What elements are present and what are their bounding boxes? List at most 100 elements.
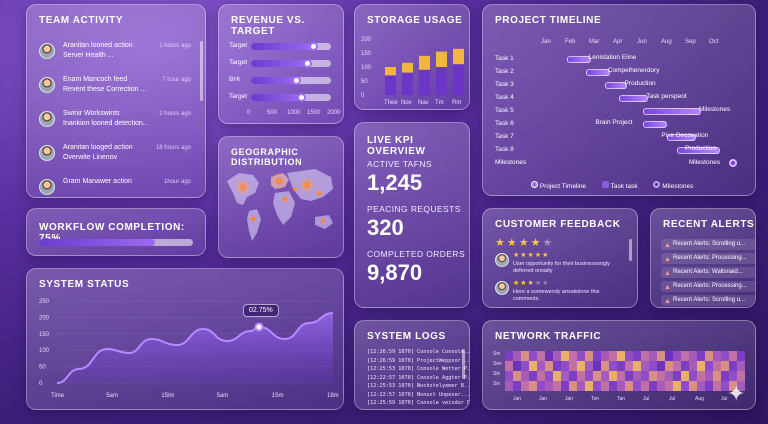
task-bar[interactable] [619, 95, 649, 102]
heatmap-cell[interactable] [673, 381, 681, 391]
heatmap-cell[interactable] [609, 381, 617, 391]
heatmap-cell[interactable] [585, 351, 593, 361]
heatmap-cell[interactable] [505, 351, 513, 361]
heatmap-cell[interactable] [529, 381, 537, 391]
heatmap-cell[interactable] [673, 351, 681, 361]
heatmap-cell[interactable] [641, 361, 649, 371]
heatmap-cell[interactable] [657, 351, 665, 361]
heatmap-cell[interactable] [593, 371, 601, 381]
heatmap-cell[interactable] [617, 361, 625, 371]
feedback-scrollbar[interactable] [629, 239, 632, 261]
heatmap-cell[interactable] [513, 351, 521, 361]
alert-row[interactable]: ▲ Recent Alerts: Scrolling u... [661, 295, 755, 306]
heatmap-cell[interactable] [665, 361, 673, 371]
heatmap-cell[interactable] [649, 361, 657, 371]
heatmap-cell[interactable] [641, 351, 649, 361]
heatmap-cell[interactable] [649, 371, 657, 381]
heatmap-cell[interactable] [553, 371, 561, 381]
heatmap-cell[interactable] [545, 351, 553, 361]
heatmap-cell[interactable] [577, 361, 585, 371]
heatmap-cell[interactable] [665, 351, 673, 361]
heatmap-cell[interactable] [585, 381, 593, 391]
heatmap-cell[interactable] [633, 371, 641, 381]
heatmap-cell[interactable] [609, 371, 617, 381]
activity-item[interactable]: Swinir Workswints Inankion looned detecti… [37, 107, 197, 135]
heatmap-cell[interactable] [705, 351, 713, 361]
activity-item[interactable]: Gram Manawer action 1hour ago [37, 175, 197, 197]
heatmap-cell[interactable] [633, 351, 641, 361]
revenue-bar-knob[interactable] [297, 93, 307, 102]
heatmap-cell[interactable] [545, 361, 553, 371]
heatmap-cell[interactable] [569, 381, 577, 391]
heatmap-cell[interactable] [665, 371, 673, 381]
heatmap-cell[interactable] [529, 371, 537, 381]
task-bar[interactable] [605, 82, 627, 89]
heatmap-cell[interactable] [705, 361, 713, 371]
heatmap-cell[interactable] [553, 381, 561, 391]
heatmap-cell[interactable] [537, 381, 545, 391]
heatmap-cell[interactable] [721, 351, 729, 361]
heatmap-cell[interactable] [609, 351, 617, 361]
heatmap-cell[interactable] [569, 361, 577, 371]
heatmap-cell[interactable] [593, 361, 601, 371]
heatmap-cell[interactable] [649, 381, 657, 391]
revenue-bar-knob[interactable] [292, 76, 301, 85]
heatmap-cell[interactable] [585, 361, 593, 371]
revenue-bar-knob[interactable] [309, 42, 319, 51]
heatmap-cell[interactable] [617, 351, 625, 361]
heatmap-cell[interactable] [577, 351, 585, 361]
heatmap-cell[interactable] [649, 351, 657, 361]
heatmap-cell[interactable] [521, 351, 529, 361]
activity-item[interactable]: Aranitan looged action Overwite Linenov 18… [37, 141, 197, 169]
heatmap-cell[interactable] [713, 361, 721, 371]
heatmap-cell[interactable] [561, 361, 569, 371]
heatmap-cell[interactable] [673, 361, 681, 371]
heatmap-cell[interactable] [697, 361, 705, 371]
heatmap-cell[interactable] [633, 361, 641, 371]
heatmap-cell[interactable] [617, 381, 625, 391]
heatmap-cell[interactable] [641, 381, 649, 391]
heatmap-cell[interactable] [729, 361, 737, 371]
heatmap-cell[interactable] [697, 371, 705, 381]
heatmap-cell[interactable] [713, 351, 721, 361]
task-bar[interactable] [643, 121, 668, 128]
heatmap-cell[interactable] [561, 371, 569, 381]
heatmap-cell[interactable] [553, 351, 561, 361]
heatmap-cell[interactable] [657, 381, 665, 391]
heatmap-cell[interactable] [689, 381, 697, 391]
heatmap-cell[interactable] [601, 371, 609, 381]
heatmap-cell[interactable] [593, 381, 601, 391]
heatmap-cell[interactable] [545, 381, 553, 391]
heatmap-cell[interactable] [553, 361, 561, 371]
heatmap-cell[interactable] [625, 371, 633, 381]
heatmap-cell[interactable] [657, 361, 665, 371]
team-activity-scrollbar[interactable] [200, 41, 203, 101]
heatmap-cell[interactable] [601, 361, 609, 371]
world-map[interactable] [219, 159, 344, 258]
heatmap-cell[interactable] [689, 361, 697, 371]
heatmap-cell[interactable] [505, 371, 513, 381]
heatmap-cell[interactable] [561, 351, 569, 361]
heatmap-cell[interactable] [673, 371, 681, 381]
heatmap-cell[interactable] [737, 371, 745, 381]
heatmap-cell[interactable] [561, 381, 569, 391]
milestone-marker[interactable] [729, 159, 737, 167]
heatmap-cell[interactable] [537, 351, 545, 361]
heatmap-cell[interactable] [713, 381, 721, 391]
heatmap-cell[interactable] [593, 351, 601, 361]
heatmap-cell[interactable] [721, 371, 729, 381]
heatmap-cell[interactable] [505, 381, 513, 391]
heatmap-cell[interactable] [521, 371, 529, 381]
heatmap-cell[interactable] [697, 381, 705, 391]
heatmap-cell[interactable] [537, 361, 545, 371]
alert-row[interactable]: ▲ Recent Alerts: Scrolling u... [661, 239, 755, 250]
heatmap-cell[interactable] [529, 351, 537, 361]
task-bar[interactable] [566, 56, 591, 63]
heatmap-cell[interactable] [529, 361, 537, 371]
heatmap-cell[interactable] [513, 381, 521, 391]
heatmap-cell[interactable] [729, 351, 737, 361]
heatmap-cell[interactable] [625, 361, 633, 371]
heatmap-cell[interactable] [657, 371, 665, 381]
heatmap-cell[interactable] [689, 371, 697, 381]
status-highlight-point[interactable] [254, 322, 264, 332]
